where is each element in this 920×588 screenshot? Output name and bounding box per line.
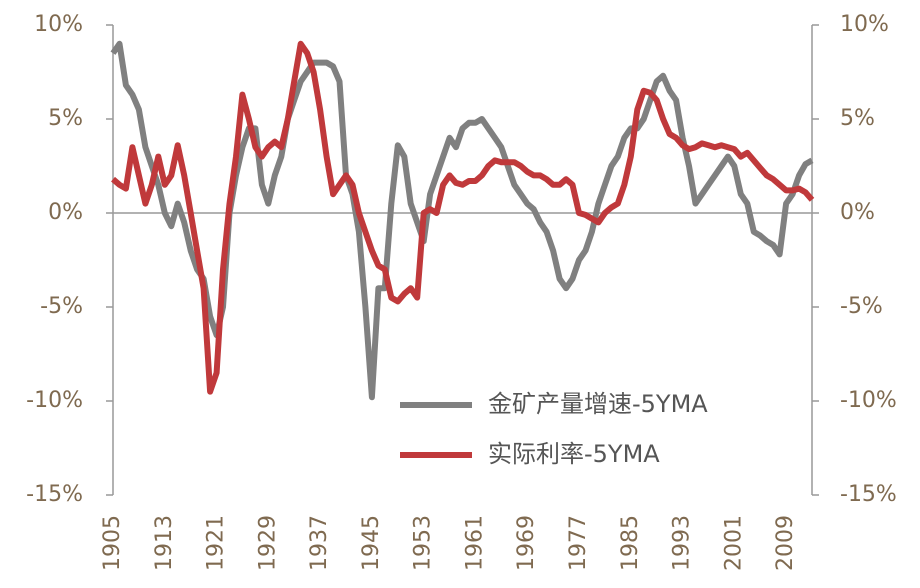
legend-label: 金矿产量增速-5YMA (488, 390, 708, 418)
x-tick-label: 1985 (618, 515, 643, 571)
y2-tick-label: 10% (840, 12, 889, 37)
y2-tick-label: -15% (840, 482, 897, 507)
y-tick-label: -15% (26, 482, 83, 507)
y-tick-label: 10% (34, 12, 83, 37)
x-tick-label: 1993 (670, 515, 695, 571)
x-tick-label: 1977 (566, 515, 591, 571)
y2-tick-label: -10% (840, 388, 897, 413)
x-tick-label: 1905 (100, 515, 125, 571)
x-tick-label: 1945 (359, 515, 384, 571)
legend-label: 实际利率-5YMA (488, 440, 660, 468)
y2-tick-label: -5% (840, 294, 883, 319)
x-tick-label: 1937 (307, 515, 332, 571)
y-tick-label: -10% (26, 388, 83, 413)
x-tick-label: 1953 (411, 515, 436, 571)
y-tick-label: -5% (40, 294, 83, 319)
x-tick-label: 1921 (204, 515, 229, 571)
y2-tick-label: 5% (840, 106, 875, 131)
x-tick-label: 2001 (721, 515, 746, 571)
y-tick-label: 5% (48, 106, 83, 131)
x-tick-label: 1913 (152, 515, 177, 571)
x-tick-label: 2009 (773, 515, 798, 571)
x-tick-label: 1961 (462, 515, 487, 571)
series-line (111, 40, 815, 395)
y2-tick-label: 0% (840, 200, 875, 225)
x-tick-label: 1969 (514, 515, 539, 571)
y-tick-label: 0% (48, 200, 83, 225)
x-tick-label: 1929 (255, 515, 280, 571)
